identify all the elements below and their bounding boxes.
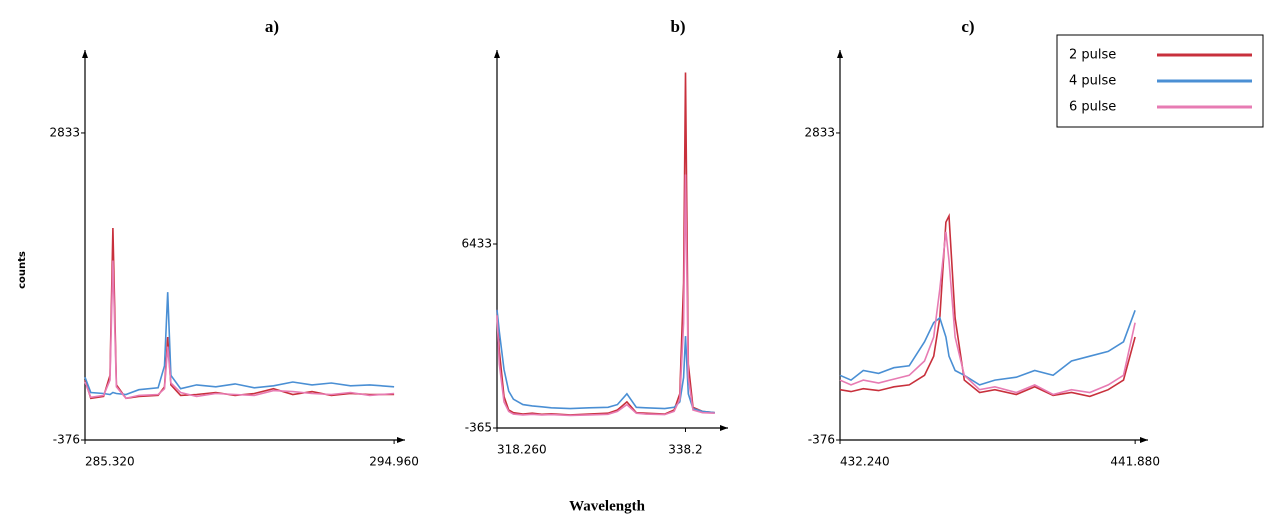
chart-title: b) xyxy=(670,17,685,36)
line-series xyxy=(839,212,1136,398)
line-series xyxy=(496,174,715,417)
line-series xyxy=(839,231,1136,396)
x-tick-label: 441.880 xyxy=(1110,455,1160,469)
legend-label: 2 pulse xyxy=(1069,48,1116,63)
y-axis-label: counts xyxy=(17,251,28,289)
line-series xyxy=(496,309,715,414)
line-series xyxy=(839,310,1136,386)
line-series xyxy=(496,72,715,416)
axis-arrow xyxy=(1140,437,1148,443)
y-tick-label: 2833 xyxy=(49,125,80,139)
line-series xyxy=(84,227,395,400)
axis-arrow xyxy=(82,50,88,58)
axis-arrow xyxy=(494,50,500,58)
chart-title: a) xyxy=(265,17,279,36)
legend-label: 4 pulse xyxy=(1069,74,1116,89)
x-axis-label: Wavelength xyxy=(569,498,645,514)
legend-label: 6 pulse xyxy=(1069,100,1116,115)
axis-arrow xyxy=(720,425,728,431)
line-series xyxy=(84,292,395,396)
x-tick-label: 432.240 xyxy=(840,455,890,469)
y-tick-label: -365 xyxy=(465,421,492,435)
y-tick-label: -376 xyxy=(808,433,835,447)
y-tick-label: 6433 xyxy=(461,236,492,250)
x-tick-label: 294.960 xyxy=(369,455,419,469)
y-tick-label: 2833 xyxy=(804,125,835,139)
x-tick-label: 338.2 xyxy=(668,443,702,457)
axis-arrow xyxy=(837,50,843,58)
chart-title: c) xyxy=(961,17,974,36)
line-series xyxy=(84,260,395,400)
x-tick-label: 318.260 xyxy=(497,443,547,457)
y-tick-label: -376 xyxy=(53,433,80,447)
axis-arrow xyxy=(397,437,405,443)
x-tick-label: 285.320 xyxy=(85,455,135,469)
